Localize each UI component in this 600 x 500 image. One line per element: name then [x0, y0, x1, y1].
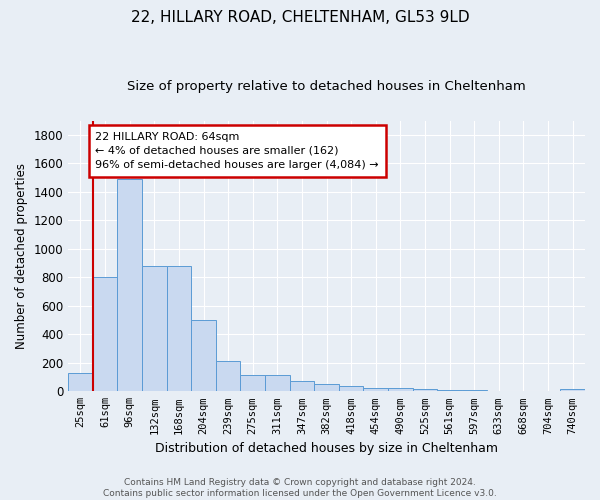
Bar	[167, 266, 191, 392]
Bar	[265, 375, 290, 392]
X-axis label: Distribution of detached houses by size in Cheltenham: Distribution of detached houses by size …	[155, 442, 498, 455]
Bar	[437, 390, 462, 392]
Bar	[413, 389, 437, 392]
Bar	[142, 266, 167, 392]
Bar	[536, 390, 560, 392]
Text: Contains HM Land Registry data © Crown copyright and database right 2024.
Contai: Contains HM Land Registry data © Crown c…	[103, 478, 497, 498]
Bar	[388, 388, 413, 392]
Title: Size of property relative to detached houses in Cheltenham: Size of property relative to detached ho…	[127, 80, 526, 93]
Y-axis label: Number of detached properties: Number of detached properties	[15, 163, 28, 349]
Bar	[216, 362, 241, 392]
Bar	[339, 386, 364, 392]
Bar	[93, 278, 118, 392]
Bar	[462, 390, 487, 392]
Bar	[314, 384, 339, 392]
Text: 22, HILLARY ROAD, CHELTENHAM, GL53 9LD: 22, HILLARY ROAD, CHELTENHAM, GL53 9LD	[131, 10, 469, 25]
Bar	[560, 388, 585, 392]
Bar	[191, 320, 216, 392]
Bar	[68, 373, 93, 392]
Bar	[511, 390, 536, 392]
Bar	[118, 179, 142, 392]
Bar	[290, 380, 314, 392]
Bar	[364, 388, 388, 392]
Bar	[241, 375, 265, 392]
Bar	[487, 390, 511, 392]
Text: 22 HILLARY ROAD: 64sqm
← 4% of detached houses are smaller (162)
96% of semi-det: 22 HILLARY ROAD: 64sqm ← 4% of detached …	[95, 132, 379, 170]
